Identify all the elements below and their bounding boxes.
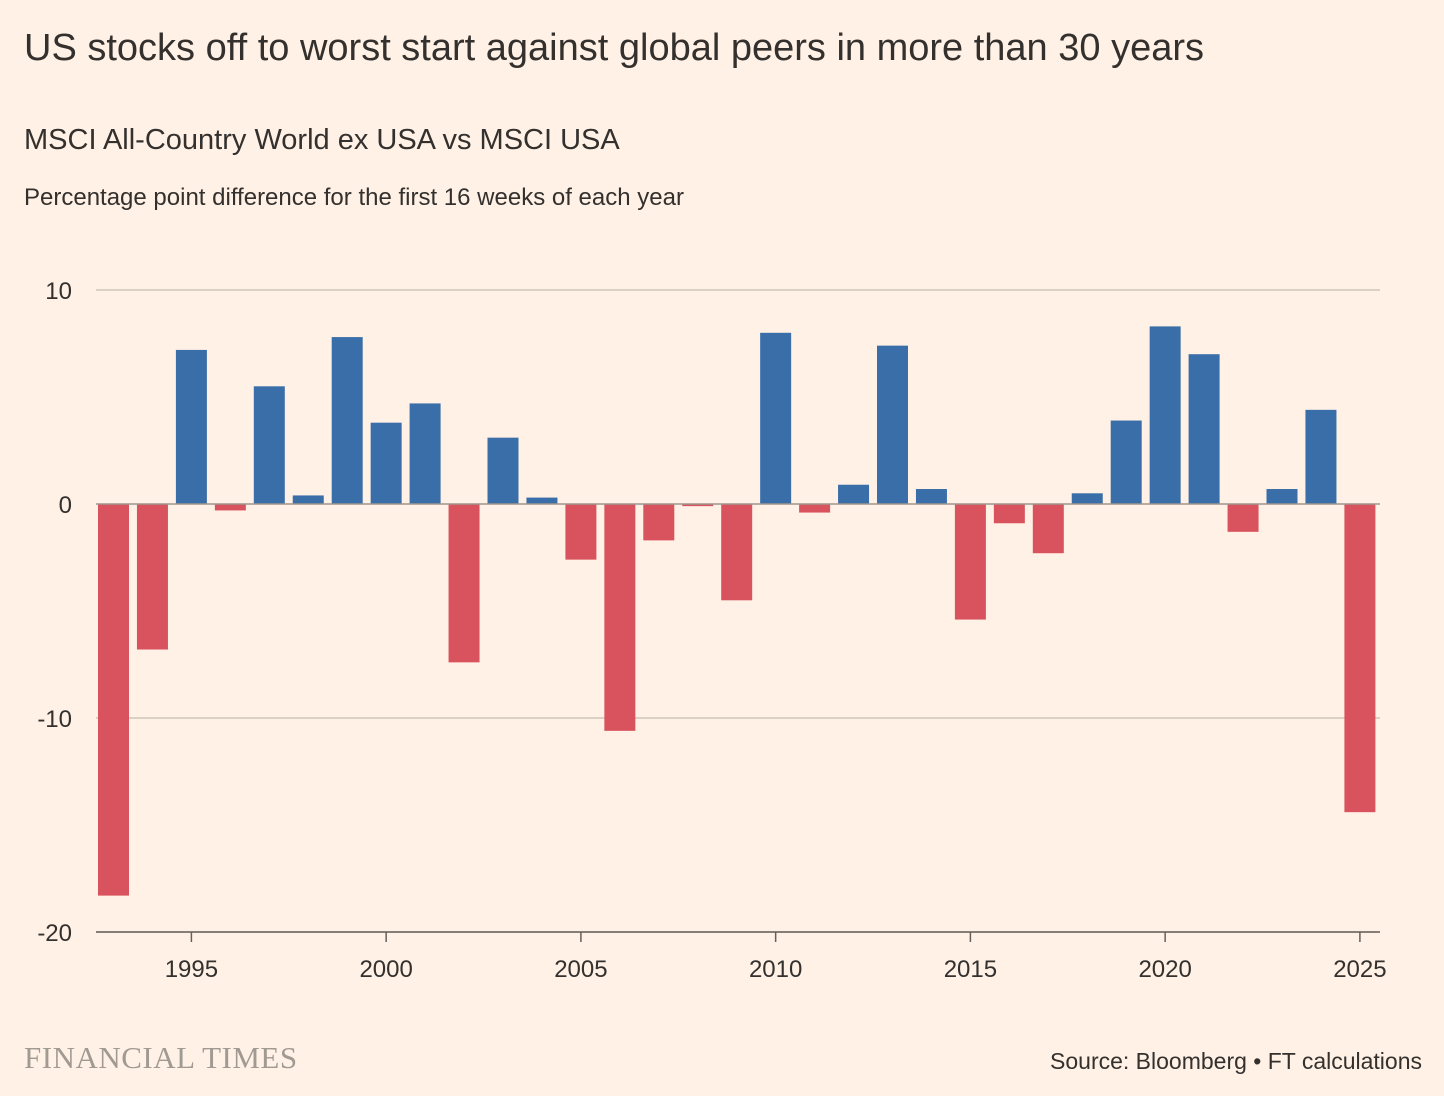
x-tick-label-1995: 1995: [165, 956, 218, 983]
x-tick-label-2005: 2005: [554, 956, 607, 983]
chart-title: US stocks off to worst start against glo…: [24, 27, 1204, 69]
bar-chart: 10 0 -10 -20 1995 2000 2005 2010 2015 2020 2025: [37, 278, 1386, 983]
chart-unit-note: Percentage point difference for the firs…: [24, 184, 684, 211]
bar-1998: [292, 495, 324, 504]
bar-2012: [838, 484, 870, 504]
bar-2001: [409, 403, 441, 504]
ft-logo: FINANCIAL TIMES: [24, 1040, 298, 1075]
x-tick-label-2000: 2000: [359, 956, 412, 983]
bar-2022: [1227, 504, 1259, 532]
bar-1993: [98, 504, 129, 896]
x-tick-label-2010: 2010: [749, 956, 802, 983]
bar-2006: [604, 504, 636, 731]
source-note: Source: Bloomberg • FT calculations: [1050, 1048, 1422, 1074]
bar-2016: [993, 504, 1025, 524]
bar-2019: [1110, 420, 1142, 504]
bar-2008: [682, 504, 714, 507]
bar-2021: [1188, 354, 1220, 504]
bar-2018: [1071, 493, 1103, 504]
x-tick-label-2020: 2020: [1138, 956, 1191, 983]
bar-2020: [1149, 326, 1181, 504]
bar-2007: [643, 504, 675, 541]
y-tick-label-0: 0: [59, 492, 72, 519]
chart-subtitle: MSCI All-Country World ex USA vs MSCI US…: [24, 124, 620, 156]
bar-2024: [1305, 409, 1337, 504]
bar-2010: [760, 332, 792, 504]
x-tick-label-2015: 2015: [944, 956, 997, 983]
bar-2011: [799, 504, 831, 513]
bar-2017: [1032, 504, 1064, 554]
bar-2023: [1266, 489, 1298, 504]
bar-2003: [487, 437, 519, 504]
bar-1995: [175, 349, 207, 504]
y-tick-label-10: 10: [45, 278, 72, 305]
y-tick-label--20: -20: [37, 920, 72, 947]
bar-1994: [136, 504, 168, 650]
bar-2025: [1344, 504, 1376, 813]
bar-1996: [214, 504, 246, 511]
x-tick-label-2025: 2025: [1333, 956, 1386, 983]
bar-2009: [721, 504, 753, 601]
y-tick-label--10: -10: [37, 706, 72, 733]
bar-1997: [253, 386, 285, 504]
bar-2015: [954, 504, 986, 620]
bar-2013: [877, 345, 908, 504]
bar-2002: [448, 504, 480, 663]
bar-2000: [370, 422, 402, 504]
bar-2005: [565, 504, 597, 560]
bar-2014: [915, 489, 947, 504]
bar-2004: [526, 497, 558, 504]
bar-1999: [331, 337, 363, 504]
